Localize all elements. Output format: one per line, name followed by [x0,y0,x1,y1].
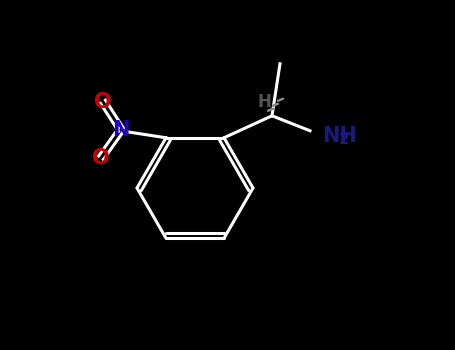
Text: N: N [112,120,130,140]
Text: 2: 2 [339,132,349,147]
Text: NH: NH [322,126,357,146]
Text: O: O [92,148,110,168]
Text: H: H [257,93,271,111]
Text: O: O [94,92,112,112]
